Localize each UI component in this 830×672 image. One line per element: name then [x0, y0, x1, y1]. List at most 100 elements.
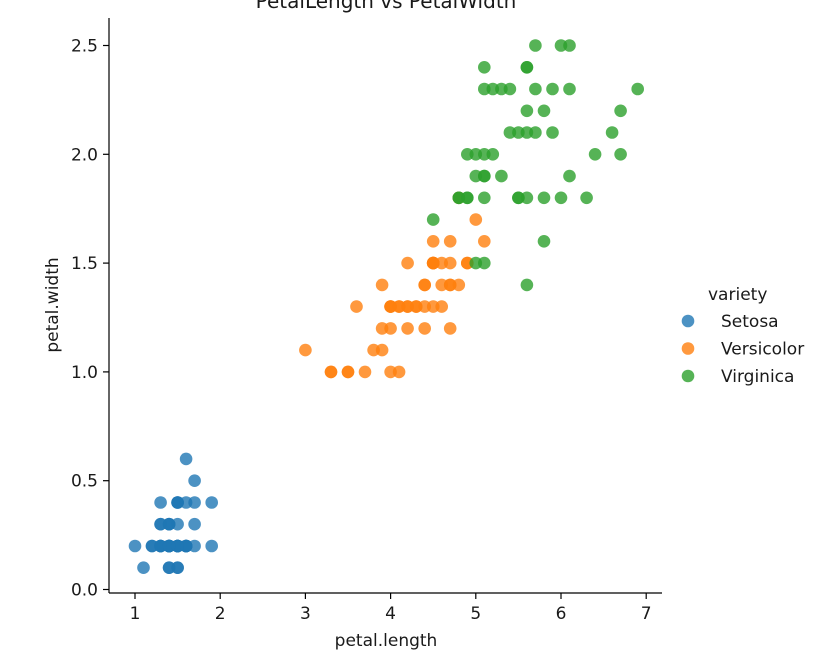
point-virginica	[486, 82, 500, 96]
x-tick-label: 2	[215, 604, 226, 624]
point-versicolor	[341, 365, 355, 379]
point-virginica	[605, 126, 619, 139]
point-versicolor	[469, 213, 483, 226]
legend-label-virginica: Virginica	[721, 367, 794, 387]
y-ticks: 0.0 0.5 1.0 1.5 2.0 2.5	[71, 37, 109, 601]
point-versicolor	[418, 322, 432, 335]
point-setosa	[154, 496, 167, 509]
point-virginica	[512, 191, 525, 205]
legend-items: Setosa Versicolor Virginica	[681, 312, 804, 387]
point-versicolor	[426, 235, 440, 248]
point-setosa	[179, 452, 193, 466]
legend: variety Setosa Versicolor Virginica	[681, 285, 804, 387]
point-versicolor	[443, 256, 457, 270]
point-versicolor	[443, 235, 457, 248]
point-virginica	[614, 148, 627, 161]
point-virginica	[495, 169, 508, 183]
point-virginica	[478, 61, 491, 74]
point-setosa	[188, 517, 201, 531]
legend-marker-setosa	[681, 314, 695, 328]
point-virginica	[529, 39, 542, 52]
point-setosa	[205, 539, 218, 553]
legend-title: variety	[708, 285, 767, 305]
point-versicolor	[358, 365, 372, 379]
point-setosa	[188, 474, 201, 488]
point-virginica	[426, 213, 440, 226]
x-tick-label: 3	[300, 604, 311, 624]
point-setosa	[162, 561, 176, 574]
point-virginica	[461, 148, 474, 161]
chart-title: PetalLength vs PetalWidth	[256, 0, 517, 13]
point-virginica	[614, 104, 627, 118]
x-tick-label: 6	[556, 604, 567, 624]
point-versicolor	[443, 322, 457, 335]
point-virginica	[580, 191, 593, 205]
point-virginica	[563, 39, 576, 52]
point-setosa	[171, 496, 184, 509]
y-tick-label: 0.0	[71, 581, 98, 601]
point-virginica	[520, 61, 534, 74]
point-versicolor	[384, 322, 397, 335]
y-tick-label: 1.0	[71, 363, 98, 383]
point-virginica	[486, 148, 500, 161]
point-virginica	[520, 126, 534, 139]
point-virginica	[520, 104, 534, 118]
point-setosa	[162, 539, 176, 553]
point-versicolor	[409, 300, 423, 313]
points-layer	[128, 39, 644, 574]
point-virginica	[503, 126, 517, 139]
point-virginica	[631, 82, 644, 96]
point-versicolor	[435, 300, 449, 313]
point-virginica	[546, 82, 559, 96]
point-versicolor	[367, 343, 380, 357]
point-virginica	[537, 191, 551, 205]
y-tick-label: 2.5	[71, 37, 98, 57]
y-tick-label: 0.5	[71, 472, 98, 492]
x-tick-label: 7	[641, 604, 652, 624]
point-versicolor	[478, 235, 491, 248]
point-virginica	[452, 191, 466, 205]
point-virginica	[537, 235, 551, 248]
x-tick-label: 1	[130, 604, 141, 624]
y-axis-label: petal.width	[43, 257, 63, 352]
x-tick-label: 5	[470, 604, 481, 624]
legend-label-setosa: Setosa	[721, 312, 779, 332]
point-virginica	[546, 126, 559, 139]
y-tick-label: 2.0	[71, 145, 98, 165]
y-tick-label: 1.5	[71, 254, 98, 274]
point-virginica	[563, 169, 576, 183]
point-versicolor	[435, 278, 449, 292]
point-versicolor	[324, 365, 338, 379]
point-versicolor	[392, 365, 406, 379]
point-virginica	[563, 82, 576, 96]
point-versicolor	[299, 343, 312, 357]
legend-marker-versicolor	[681, 342, 695, 355]
x-axis-label: petal.length	[335, 631, 438, 651]
point-setosa	[205, 496, 218, 509]
point-virginica	[588, 148, 602, 161]
point-versicolor	[375, 278, 389, 292]
legend-label-versicolor: Versicolor	[721, 340, 804, 360]
point-versicolor	[392, 300, 406, 313]
point-versicolor	[418, 278, 432, 292]
point-virginica	[469, 169, 483, 183]
x-tick-label: 4	[385, 604, 396, 624]
point-versicolor	[401, 322, 414, 335]
point-virginica	[478, 256, 491, 270]
point-virginica	[529, 82, 542, 96]
point-virginica	[478, 191, 491, 205]
point-setosa	[128, 539, 142, 553]
point-setosa	[162, 517, 176, 531]
point-versicolor	[350, 300, 363, 313]
legend-marker-virginica	[681, 369, 695, 383]
point-versicolor	[426, 256, 440, 270]
x-ticks: 1 2 3 4 5 6 7	[130, 593, 652, 624]
point-virginica	[537, 104, 551, 118]
point-versicolor	[401, 256, 414, 270]
point-virginica	[520, 278, 534, 292]
point-setosa	[137, 561, 150, 574]
point-virginica	[503, 82, 517, 96]
point-virginica	[554, 191, 568, 205]
point-versicolor	[452, 278, 466, 292]
